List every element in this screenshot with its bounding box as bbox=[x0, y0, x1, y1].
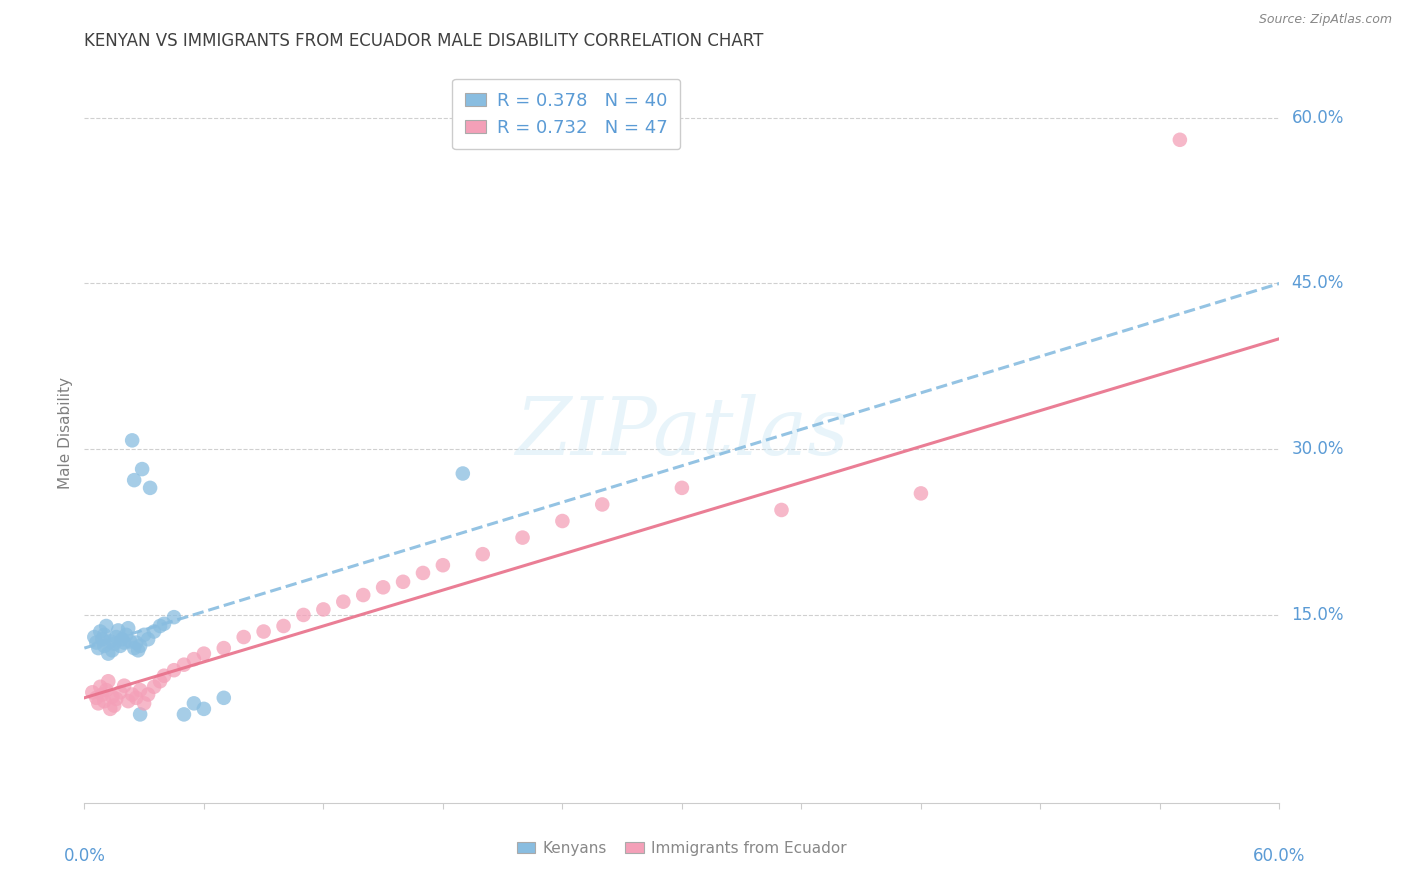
Point bbox=[193, 702, 215, 716]
Text: ZIPatlas: ZIPatlas bbox=[515, 394, 849, 471]
Point bbox=[132, 697, 156, 711]
Point bbox=[352, 588, 374, 602]
Point bbox=[91, 632, 114, 647]
Point bbox=[373, 580, 395, 594]
Point bbox=[153, 669, 176, 683]
Point bbox=[122, 473, 145, 487]
Point bbox=[471, 547, 494, 561]
Point bbox=[121, 688, 143, 702]
Point bbox=[82, 685, 104, 699]
Point bbox=[86, 690, 108, 705]
Point bbox=[770, 503, 793, 517]
Point bbox=[671, 481, 693, 495]
Point bbox=[105, 630, 128, 644]
Point bbox=[120, 634, 142, 648]
Point bbox=[117, 621, 139, 635]
Point bbox=[551, 514, 574, 528]
Point bbox=[212, 690, 235, 705]
Point bbox=[96, 619, 118, 633]
Point bbox=[129, 639, 152, 653]
Point bbox=[292, 607, 315, 622]
Point bbox=[153, 616, 176, 631]
Point bbox=[139, 481, 162, 495]
Point bbox=[143, 624, 166, 639]
Point bbox=[122, 641, 145, 656]
Point bbox=[117, 694, 139, 708]
Point bbox=[451, 467, 474, 481]
Point bbox=[115, 628, 138, 642]
Point bbox=[253, 624, 276, 639]
Point bbox=[432, 558, 454, 573]
Point bbox=[131, 462, 153, 476]
Point bbox=[112, 635, 135, 649]
Point bbox=[101, 690, 124, 704]
Point bbox=[97, 674, 120, 689]
Point bbox=[149, 619, 172, 633]
Point bbox=[121, 434, 143, 448]
Point bbox=[101, 643, 124, 657]
Point bbox=[83, 630, 105, 644]
Point bbox=[91, 688, 114, 702]
Point bbox=[132, 628, 156, 642]
Text: Source: ZipAtlas.com: Source: ZipAtlas.com bbox=[1258, 13, 1392, 27]
Point bbox=[110, 685, 132, 699]
Text: 45.0%: 45.0% bbox=[1292, 275, 1344, 293]
Point bbox=[591, 498, 613, 512]
Point bbox=[125, 690, 148, 705]
Point bbox=[127, 643, 149, 657]
Point bbox=[392, 574, 415, 589]
Point bbox=[183, 652, 205, 666]
Text: KENYAN VS IMMIGRANTS FROM ECUADOR MALE DISABILITY CORRELATION CHART: KENYAN VS IMMIGRANTS FROM ECUADOR MALE D… bbox=[84, 32, 763, 50]
Point bbox=[103, 637, 125, 651]
Text: 0.0%: 0.0% bbox=[63, 847, 105, 865]
Point bbox=[93, 639, 115, 653]
Point bbox=[86, 635, 108, 649]
Point bbox=[97, 647, 120, 661]
Point bbox=[129, 707, 152, 722]
Point bbox=[103, 698, 125, 713]
Point bbox=[512, 531, 534, 545]
Point bbox=[87, 697, 110, 711]
Point bbox=[163, 610, 186, 624]
Point bbox=[125, 635, 148, 649]
Point bbox=[412, 566, 434, 580]
Point bbox=[105, 692, 128, 706]
Point bbox=[232, 630, 254, 644]
Point bbox=[312, 602, 335, 616]
Y-axis label: Male Disability: Male Disability bbox=[58, 376, 73, 489]
Point bbox=[1168, 133, 1191, 147]
Point bbox=[96, 683, 118, 698]
Point bbox=[89, 680, 111, 694]
Point bbox=[273, 619, 295, 633]
Point bbox=[87, 641, 110, 656]
Text: 60.0%: 60.0% bbox=[1253, 847, 1306, 865]
Point bbox=[136, 688, 159, 702]
Point bbox=[129, 683, 152, 698]
Point bbox=[93, 628, 115, 642]
Text: 15.0%: 15.0% bbox=[1292, 606, 1344, 624]
Point bbox=[112, 679, 135, 693]
Point bbox=[110, 639, 132, 653]
Point bbox=[163, 663, 186, 677]
Point bbox=[173, 707, 195, 722]
Point bbox=[332, 595, 354, 609]
Point bbox=[183, 697, 205, 711]
Point bbox=[111, 632, 134, 647]
Point bbox=[143, 680, 166, 694]
Point bbox=[98, 634, 121, 648]
Point bbox=[136, 632, 159, 647]
Legend: Kenyans, Immigrants from Ecuador: Kenyans, Immigrants from Ecuador bbox=[510, 835, 853, 862]
Text: 60.0%: 60.0% bbox=[1292, 109, 1344, 127]
Point bbox=[212, 641, 235, 656]
Point bbox=[173, 657, 195, 672]
Point bbox=[193, 647, 215, 661]
Point bbox=[910, 486, 932, 500]
Point bbox=[98, 702, 121, 716]
Point bbox=[149, 674, 172, 689]
Point bbox=[93, 694, 115, 708]
Text: 30.0%: 30.0% bbox=[1292, 440, 1344, 458]
Point bbox=[89, 624, 111, 639]
Point bbox=[107, 624, 129, 638]
